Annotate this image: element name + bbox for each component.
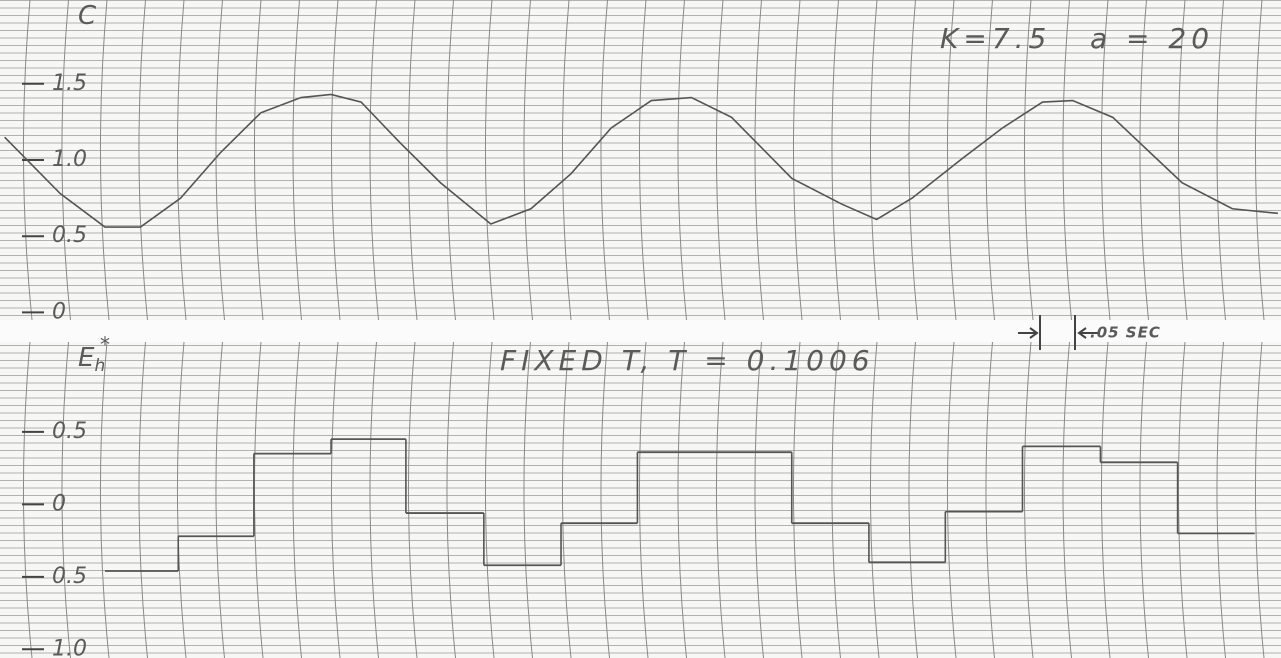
paper-line <box>292 0 302 321</box>
paper-line <box>985 341 995 658</box>
paper-grid <box>0 0 1281 320</box>
paper-line <box>1139 341 1149 658</box>
y-tick-label: 0.5 <box>52 564 87 589</box>
paper-line <box>946 341 957 658</box>
paper-line <box>638 0 649 321</box>
y-axis-label: C <box>78 1 97 31</box>
paper-line <box>61 0 71 321</box>
paper-line <box>1177 341 1188 658</box>
paper-line <box>484 341 495 658</box>
paper-line <box>369 0 379 321</box>
paper-line <box>99 0 110 321</box>
paper-line <box>677 0 687 321</box>
paper-line <box>831 0 841 321</box>
y-tick-label: 1.0 <box>52 147 87 172</box>
paper-line <box>600 341 610 658</box>
annotation: K=7.5 <box>940 22 1051 55</box>
paper-line <box>407 341 418 658</box>
paper-line <box>138 0 148 321</box>
paper-line <box>1139 0 1149 321</box>
y-label-main: E <box>78 343 95 373</box>
paper-line <box>292 341 302 658</box>
paper-line <box>561 0 572 321</box>
paper-line <box>215 0 225 321</box>
paper-line <box>1177 0 1188 321</box>
paper-line <box>908 0 918 321</box>
paper-line <box>523 0 533 321</box>
paper-line <box>792 341 803 658</box>
y-label-sub: h <box>94 356 105 376</box>
paper-line <box>831 341 841 658</box>
paper-line <box>1023 341 1034 658</box>
paper-line <box>908 341 918 658</box>
paper-line <box>715 341 726 658</box>
paper-time-lines <box>22 0 1265 658</box>
annotation: .05 SEC <box>1090 324 1161 342</box>
paper-line <box>1100 0 1111 321</box>
paper-line <box>1216 341 1226 658</box>
y-label-sup: * <box>100 333 110 357</box>
data-line <box>4 93 1278 228</box>
paper-line <box>754 0 764 321</box>
paper-line <box>869 341 880 658</box>
y-label-main: C <box>78 1 97 31</box>
paper-line <box>1216 0 1226 321</box>
paper-line <box>600 0 610 321</box>
annotation: FIXED T, T = 0.1006 <box>500 344 875 377</box>
y-tick-label: 1.0 <box>52 636 87 658</box>
paper-line <box>1062 0 1072 321</box>
paper-line <box>638 341 649 658</box>
paper-line <box>369 341 379 658</box>
paper-line <box>561 341 572 658</box>
paper-line <box>138 341 148 658</box>
paper-line <box>99 341 110 658</box>
paper-line <box>215 341 225 658</box>
paper-line <box>1100 341 1111 658</box>
y-tick-label: 0.5 <box>52 223 87 248</box>
paper-line <box>1254 341 1265 658</box>
paper-line <box>792 0 803 321</box>
paper-line <box>715 0 726 321</box>
y-tick-label: 1.5 <box>52 71 87 96</box>
paper-line <box>677 341 687 658</box>
y-tick-label: 0 <box>52 491 66 516</box>
paper-gap <box>0 320 1281 342</box>
y-tick-label: 0.5 <box>52 419 87 444</box>
paper-line <box>484 0 495 321</box>
paper-line <box>176 0 187 321</box>
paper-line <box>869 0 880 321</box>
annotation: a = 20 <box>1090 22 1214 55</box>
paper-line <box>176 341 187 658</box>
paper-line <box>1062 341 1072 658</box>
paper-line <box>985 0 995 321</box>
paper-line <box>253 0 264 321</box>
paper-line <box>22 341 33 658</box>
paper-line <box>523 341 533 658</box>
paper-line <box>1254 0 1265 321</box>
paper-line <box>446 341 456 658</box>
paper-line <box>407 0 418 321</box>
paper-line <box>61 341 71 658</box>
paper-line <box>330 341 341 658</box>
y-axis-label: Eh <box>78 343 105 377</box>
y-tick-label: 0 <box>52 299 66 324</box>
paper-line <box>330 0 341 321</box>
paper-line <box>446 0 456 321</box>
time-scale-marker <box>1018 315 1098 350</box>
paper-grid <box>0 342 1281 658</box>
paper-line <box>1023 0 1034 321</box>
paper-line <box>946 0 957 321</box>
paper-line <box>754 341 764 658</box>
